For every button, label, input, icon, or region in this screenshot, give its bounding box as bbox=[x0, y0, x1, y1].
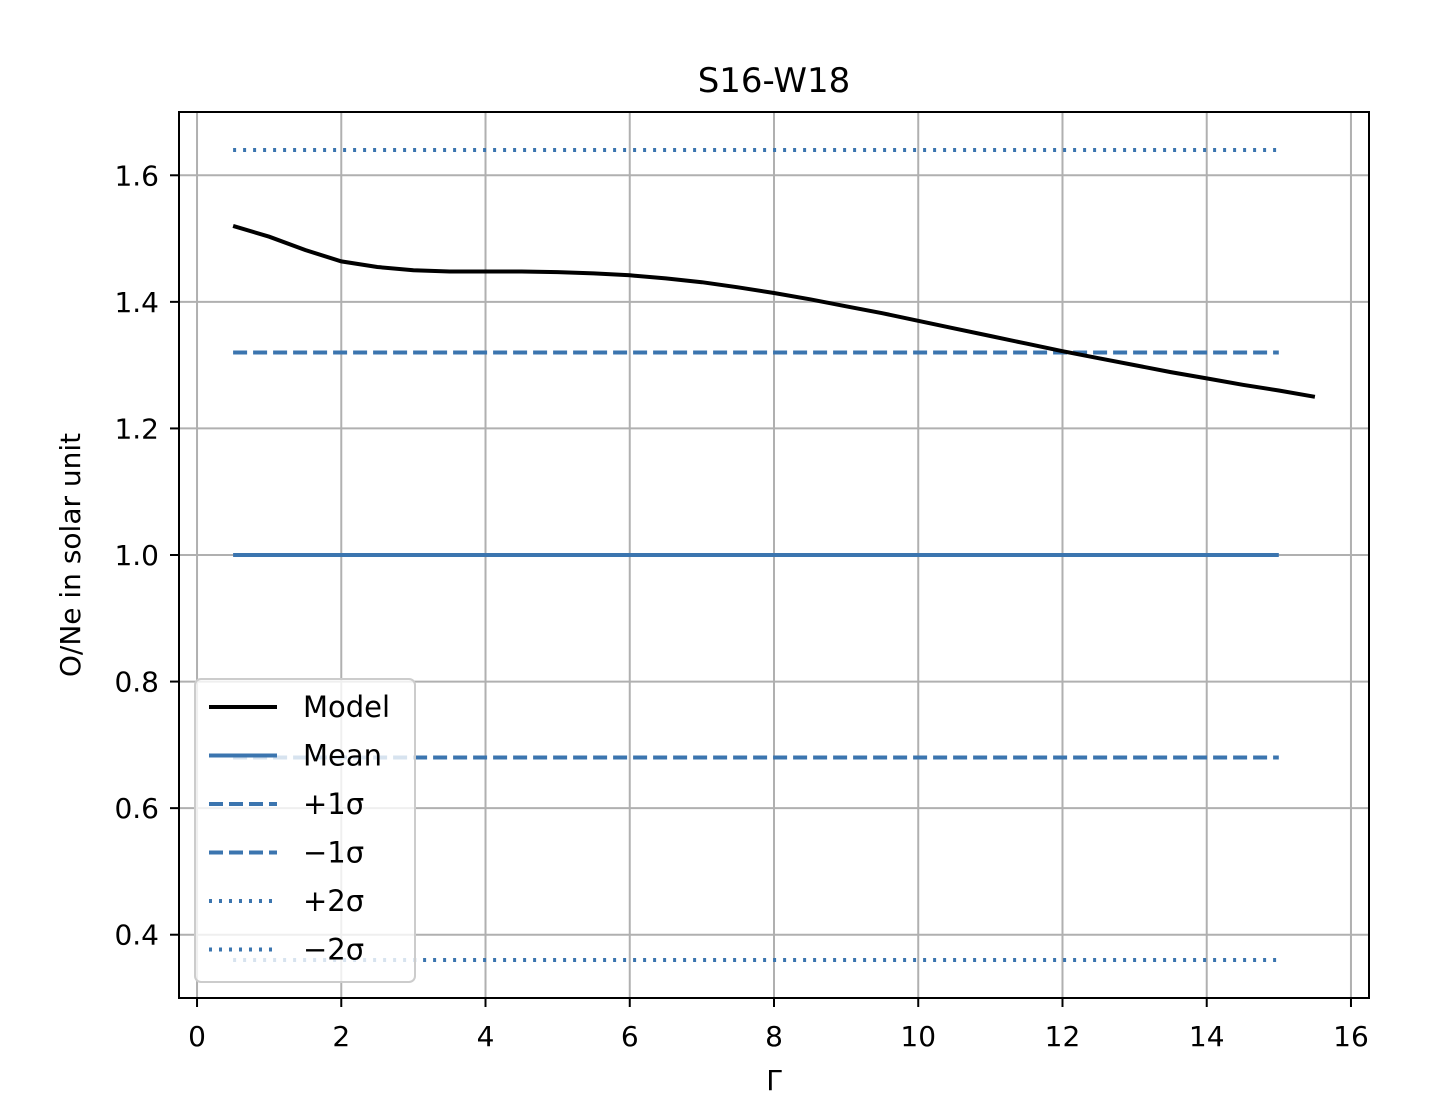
x-tick-label: 2 bbox=[332, 1020, 350, 1053]
legend-label: +2σ bbox=[303, 884, 364, 918]
x-tick-label: 0 bbox=[188, 1020, 206, 1053]
legend-label: −2σ bbox=[303, 933, 364, 967]
legend-label: Model bbox=[303, 690, 390, 724]
chart-title: S16-W18 bbox=[698, 61, 851, 101]
x-axis-label: Γ bbox=[766, 1064, 782, 1097]
series-line-0 bbox=[232, 223, 1316, 399]
legend: Model Mean +1σ −1σ +2σ −2σ bbox=[194, 678, 416, 983]
y-tick-label: 1.4 bbox=[114, 286, 159, 319]
y-tick-label: 1.2 bbox=[114, 412, 159, 445]
x-tick-label: 14 bbox=[1189, 1020, 1225, 1053]
y-tick-label: 1.0 bbox=[114, 539, 159, 572]
y-tick-label: 0.4 bbox=[114, 919, 159, 952]
x-tick-label: 16 bbox=[1333, 1020, 1369, 1053]
legend-label: Mean bbox=[303, 739, 382, 773]
x-tick-label: 10 bbox=[900, 1020, 936, 1053]
y-ticks: 0.4 0.6 0.8 1.0 1.2 1.4 1.6 bbox=[114, 159, 179, 952]
y-tick-label: 0.6 bbox=[114, 792, 159, 825]
legend-label: +1σ bbox=[303, 787, 364, 821]
legend-label: −1σ bbox=[303, 836, 364, 870]
x-ticks: 0 2 4 6 8 10 12 14 16 bbox=[188, 998, 1369, 1053]
x-tick-label: 8 bbox=[765, 1020, 783, 1053]
y-tick-label: 0.8 bbox=[114, 666, 159, 699]
plot-lines bbox=[232, 148, 1316, 962]
x-tick-label: 12 bbox=[1045, 1020, 1081, 1053]
x-tick-label: 6 bbox=[621, 1020, 639, 1053]
y-tick-label: 1.6 bbox=[114, 159, 159, 192]
y-axis-label: O/Ne in solar unit bbox=[54, 433, 87, 677]
x-tick-label: 4 bbox=[477, 1020, 495, 1053]
